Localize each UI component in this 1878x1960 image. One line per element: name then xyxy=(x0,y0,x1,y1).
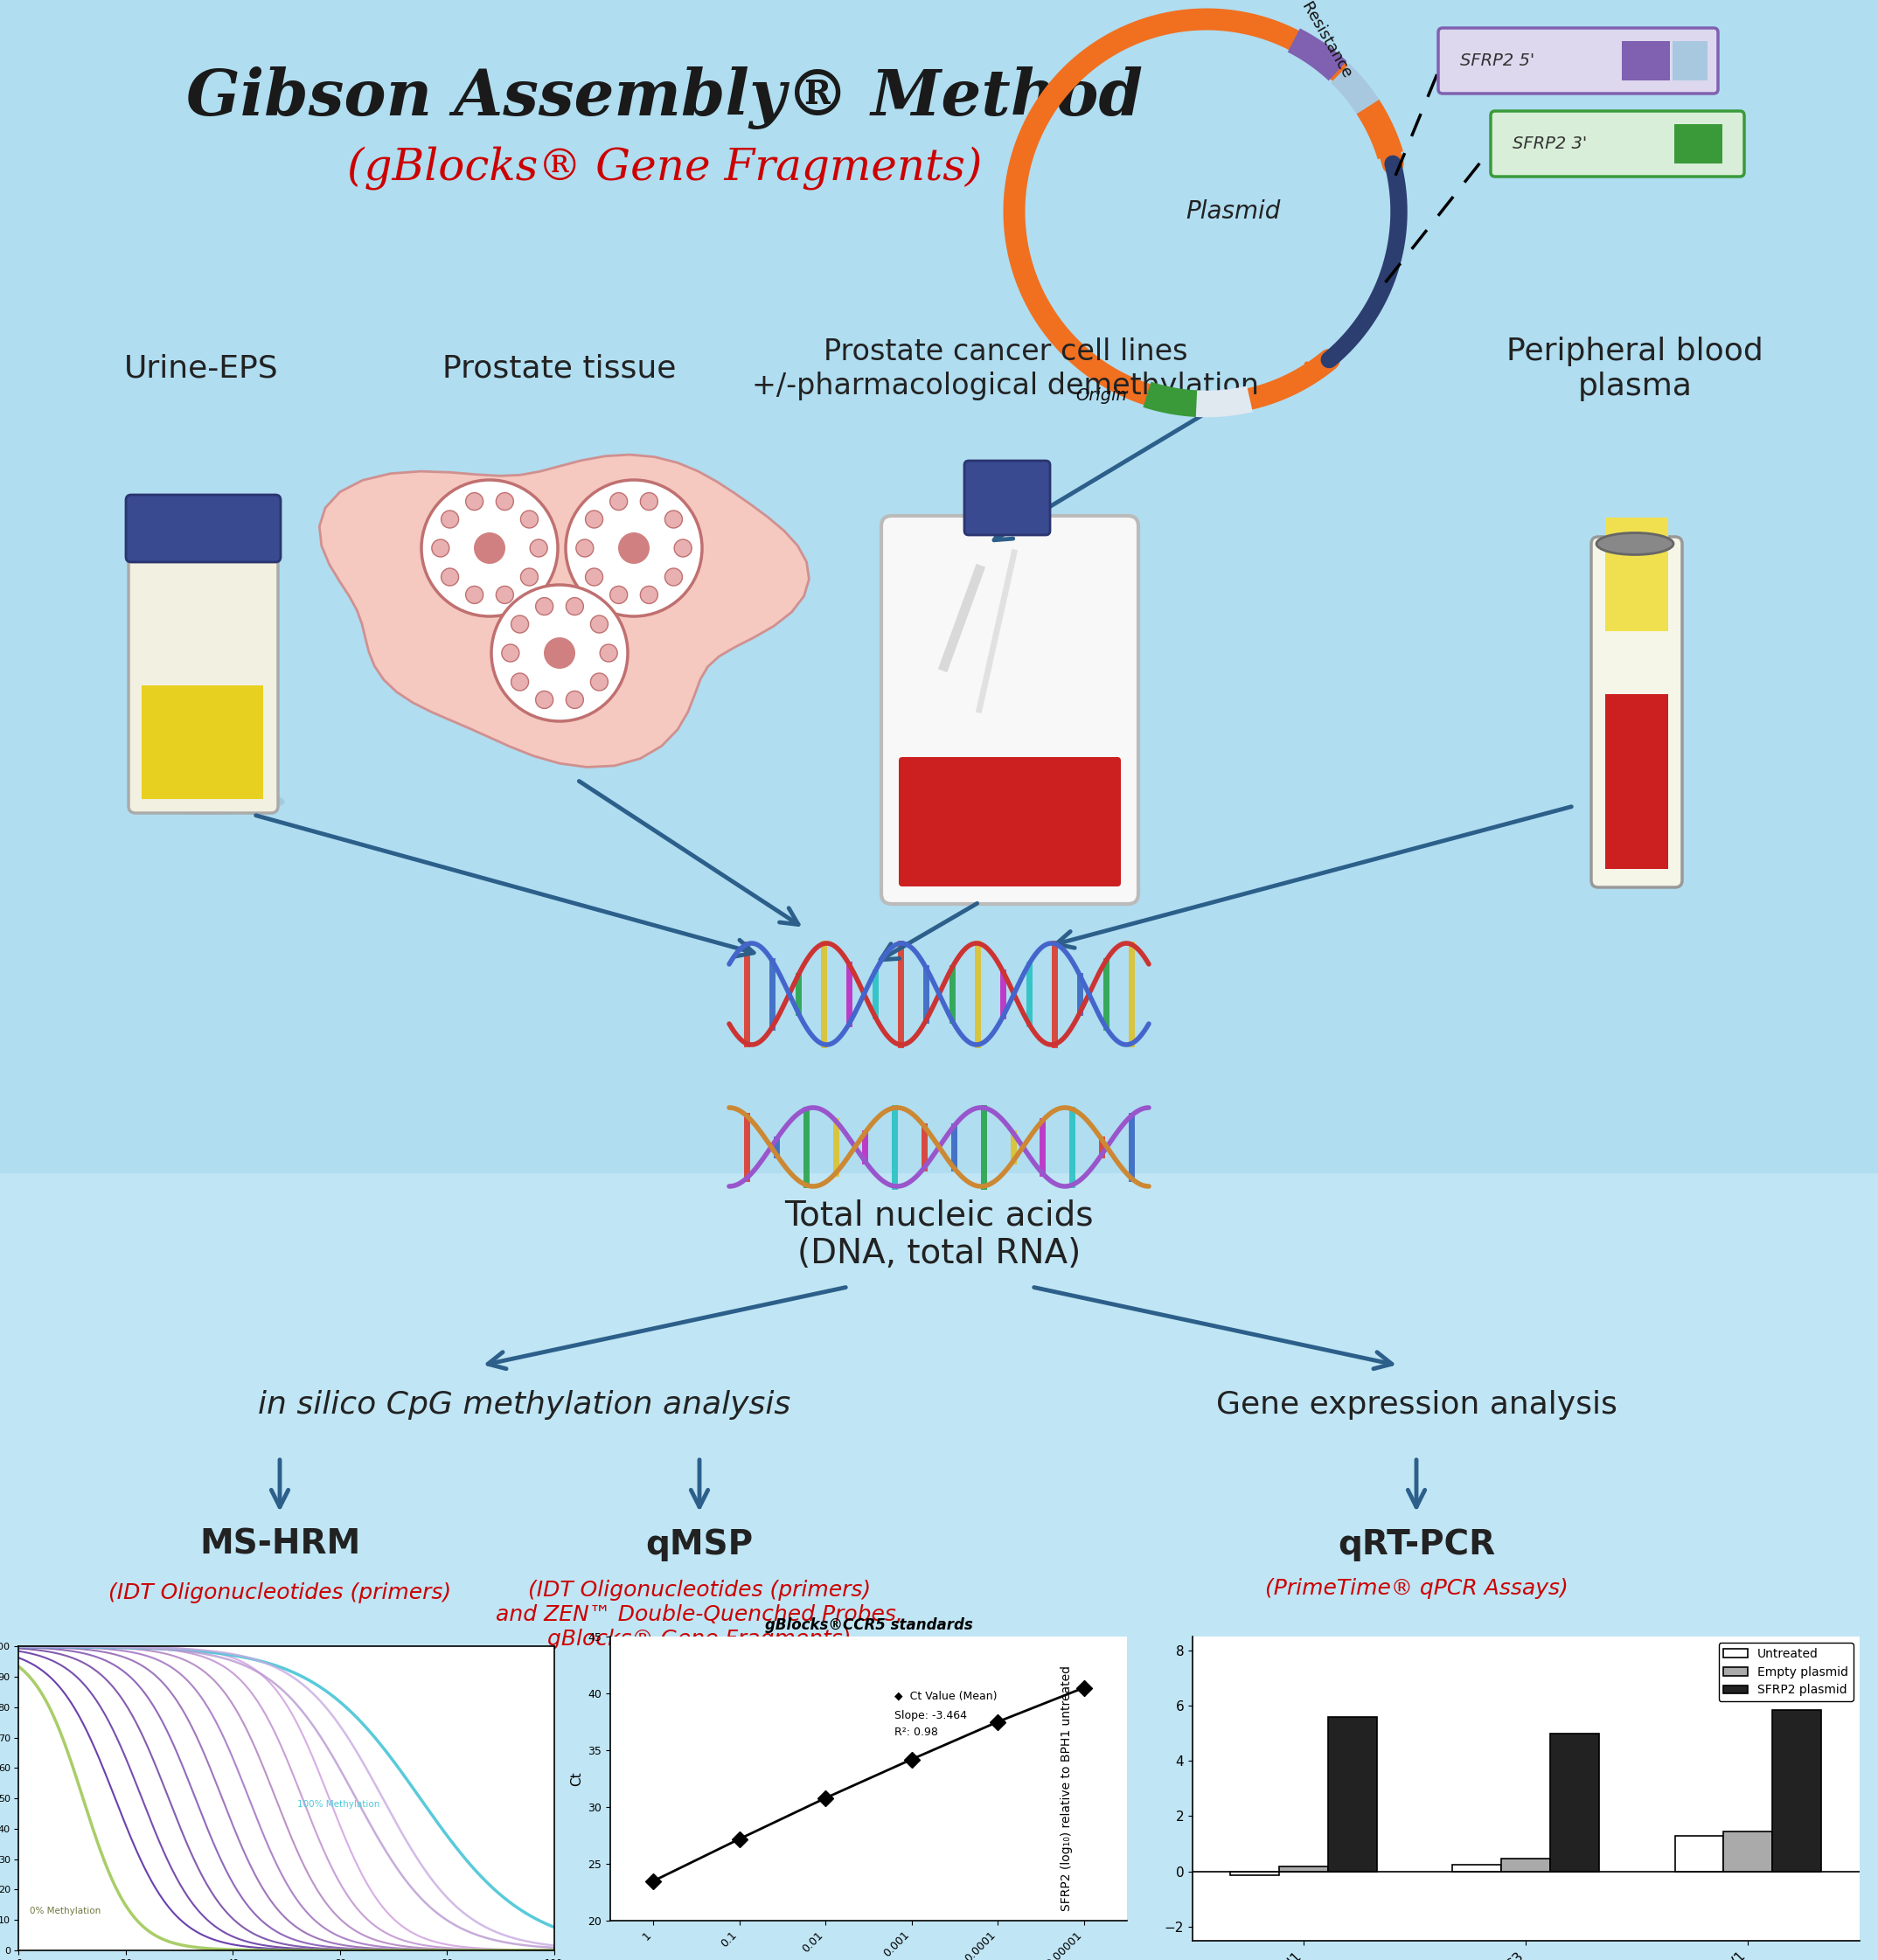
Text: ◆  Ct Value (Mean): ◆ Ct Value (Mean) xyxy=(894,1690,997,1701)
Bar xyxy=(1230,1872,1279,1876)
Circle shape xyxy=(586,510,603,527)
Text: Total nucleic acids
(DNA, total RNA): Total nucleic acids (DNA, total RNA) xyxy=(785,1200,1093,1270)
Circle shape xyxy=(665,568,682,586)
Bar xyxy=(1606,517,1668,631)
Circle shape xyxy=(511,615,528,633)
Bar xyxy=(1623,41,1670,80)
Circle shape xyxy=(545,637,575,668)
Circle shape xyxy=(441,568,458,586)
Text: Slope: -3.464: Slope: -3.464 xyxy=(894,1709,967,1721)
Text: Plasmid: Plasmid xyxy=(1185,200,1281,223)
Text: qRT-PCR: qRT-PCR xyxy=(1337,1529,1495,1562)
Ellipse shape xyxy=(1596,533,1673,555)
Text: Peripheral blood
plasma: Peripheral blood plasma xyxy=(1506,337,1763,402)
Text: Urine-EPS: Urine-EPS xyxy=(124,355,278,384)
Text: (IDT Oligonucleotides (primers)
and ZEN™ Double-Quenched Probes,
gBlocks® Gene F: (IDT Oligonucleotides (primers) and ZEN™… xyxy=(496,1580,903,1650)
Text: 0% Methylation: 0% Methylation xyxy=(30,1907,101,1915)
Polygon shape xyxy=(319,455,809,766)
Bar xyxy=(1675,123,1722,163)
Y-axis label: Ct: Ct xyxy=(571,1772,582,1786)
Circle shape xyxy=(577,539,593,557)
FancyBboxPatch shape xyxy=(128,545,278,813)
Circle shape xyxy=(496,492,513,510)
Text: (gBlocks® Gene Fragments): (gBlocks® Gene Fragments) xyxy=(347,145,982,190)
Bar xyxy=(141,686,263,800)
Title: gBlocks®CCR5 standards: gBlocks®CCR5 standards xyxy=(764,1617,973,1633)
Bar xyxy=(1673,41,1707,80)
Circle shape xyxy=(565,598,584,615)
Text: R²: 0.98: R²: 0.98 xyxy=(894,1727,937,1739)
Circle shape xyxy=(565,480,702,615)
FancyBboxPatch shape xyxy=(900,757,1121,886)
Circle shape xyxy=(535,692,554,708)
Circle shape xyxy=(586,568,603,586)
Bar xyxy=(1773,1709,1822,1872)
FancyBboxPatch shape xyxy=(881,515,1138,904)
FancyBboxPatch shape xyxy=(1439,27,1718,94)
Circle shape xyxy=(665,510,682,527)
Text: Prostate cancer cell lines
+/-pharmacological demethylation: Prostate cancer cell lines +/-pharmacolo… xyxy=(751,337,1258,400)
Circle shape xyxy=(473,533,505,564)
Text: in silico CpG methylation analysis: in silico CpG methylation analysis xyxy=(259,1390,791,1419)
Ellipse shape xyxy=(131,788,285,815)
Circle shape xyxy=(590,672,608,690)
Bar xyxy=(1328,1717,1377,1872)
Bar xyxy=(1551,1733,1600,1872)
Bar xyxy=(1452,1864,1501,1872)
Circle shape xyxy=(530,539,548,557)
Y-axis label: SFRP2 (log₁₀) relative to BPH1 untreated: SFRP2 (log₁₀) relative to BPH1 untreated xyxy=(1061,1666,1072,1911)
Bar xyxy=(1724,1831,1773,1872)
Text: SFRP2 3': SFRP2 3' xyxy=(1512,135,1587,153)
Circle shape xyxy=(496,586,513,604)
Text: MS-HRM: MS-HRM xyxy=(199,1529,361,1562)
Text: SFRP2 5': SFRP2 5' xyxy=(1459,53,1534,69)
Circle shape xyxy=(421,480,558,615)
Circle shape xyxy=(565,692,584,708)
Text: Origin: Origin xyxy=(1076,386,1127,404)
Circle shape xyxy=(492,584,627,721)
Circle shape xyxy=(640,586,657,604)
Text: qMSP: qMSP xyxy=(646,1529,753,1562)
Bar xyxy=(1675,1835,1724,1872)
Bar xyxy=(1501,1858,1551,1872)
FancyBboxPatch shape xyxy=(1591,537,1683,888)
Circle shape xyxy=(674,539,691,557)
Bar xyxy=(0,1174,1878,1960)
Circle shape xyxy=(520,568,539,586)
Text: (IDT Oligonucleotides (primers): (IDT Oligonucleotides (primers) xyxy=(109,1582,451,1603)
Circle shape xyxy=(610,492,627,510)
Text: AB Resistance: AB Resistance xyxy=(1285,0,1354,80)
Circle shape xyxy=(640,492,657,510)
Circle shape xyxy=(599,645,618,662)
Circle shape xyxy=(466,586,483,604)
Circle shape xyxy=(520,510,539,527)
Text: Gibson Assembly® Method: Gibson Assembly® Method xyxy=(186,67,1142,129)
Text: Gene expression analysis: Gene expression analysis xyxy=(1215,1390,1617,1419)
Circle shape xyxy=(432,539,449,557)
Circle shape xyxy=(466,492,483,510)
FancyBboxPatch shape xyxy=(965,461,1050,535)
Circle shape xyxy=(610,586,627,604)
Circle shape xyxy=(618,533,650,564)
Text: (PrimeTime® qPCR Assays): (PrimeTime® qPCR Assays) xyxy=(1264,1578,1568,1599)
Circle shape xyxy=(501,645,518,662)
Text: Prostate tissue: Prostate tissue xyxy=(443,355,676,384)
Legend: Untreated, Empty plasmid, SFRP2 plasmid: Untreated, Empty plasmid, SFRP2 plasmid xyxy=(1718,1642,1854,1701)
FancyBboxPatch shape xyxy=(126,494,280,563)
FancyBboxPatch shape xyxy=(1491,112,1745,176)
Circle shape xyxy=(511,672,528,690)
Bar xyxy=(1279,1866,1328,1872)
Text: 100% Methylation: 100% Methylation xyxy=(297,1799,379,1809)
Circle shape xyxy=(535,598,554,615)
Circle shape xyxy=(590,615,608,633)
Bar xyxy=(1606,694,1668,868)
Circle shape xyxy=(441,510,458,527)
